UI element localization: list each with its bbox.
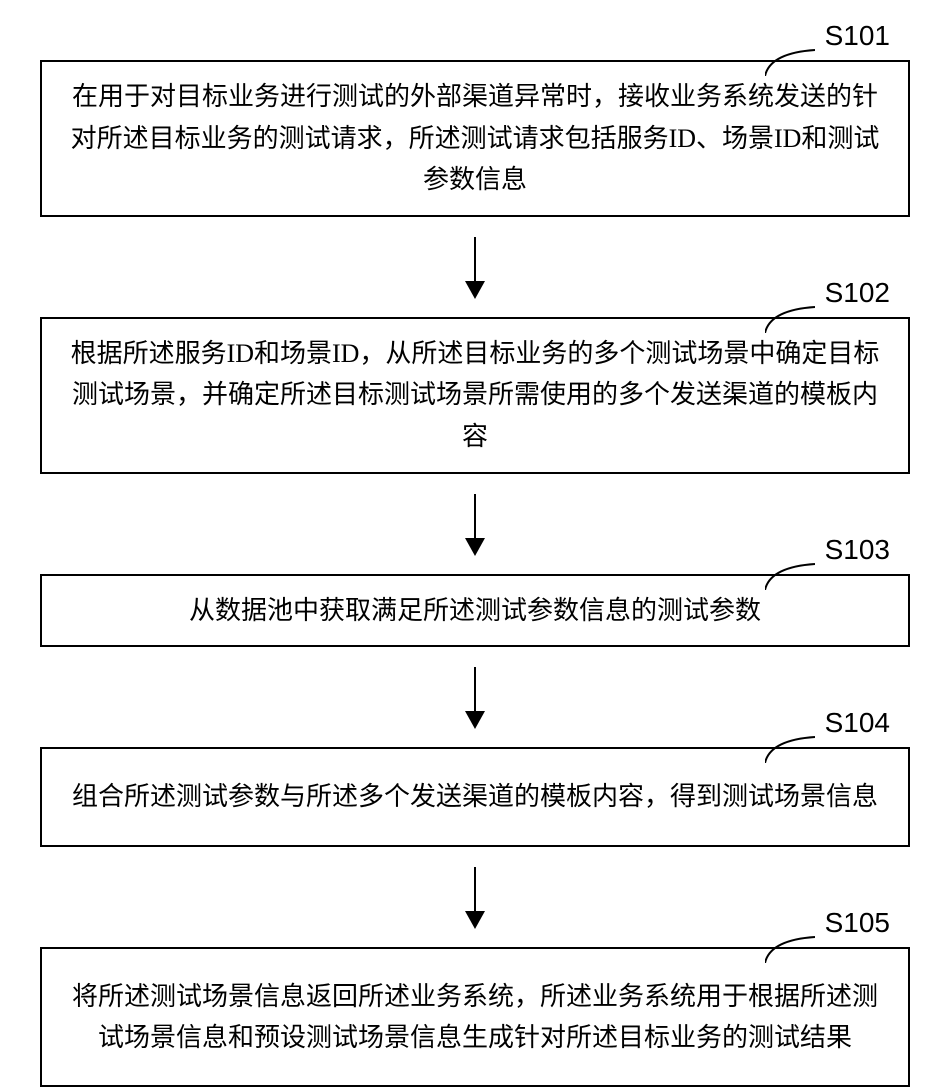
flowchart-container: S101 在用于对目标业务进行测试的外部渠道异常时，接收业务系统发送的针对所述目… xyxy=(40,60,910,1087)
label-connector xyxy=(765,562,815,590)
step-text: 组合所述测试参数与所述多个发送渠道的模板内容，得到测试场景信息 xyxy=(72,776,878,818)
flowchart-step: S103 从数据池中获取满足所述测试参数信息的测试参数 xyxy=(40,574,910,648)
step-box: 根据所述服务ID和场景ID，从所述目标业务的多个测试场景中确定目标测试场景，并确… xyxy=(40,317,910,474)
step-id-label: S104 xyxy=(825,707,890,739)
label-connector xyxy=(765,935,815,963)
arrow-head-icon xyxy=(465,911,485,929)
arrow-line xyxy=(474,667,476,727)
arrow xyxy=(40,217,910,317)
step-text: 根据所述服务ID和场景ID，从所述目标业务的多个测试场景中确定目标测试场景，并确… xyxy=(62,333,888,458)
step-id-label: S101 xyxy=(825,20,890,52)
label-connector xyxy=(765,305,815,333)
step-id-label: S105 xyxy=(825,907,890,939)
step-id-label: S102 xyxy=(825,277,890,309)
arrow-head-icon xyxy=(465,538,485,556)
label-connector xyxy=(765,48,815,76)
arrow-line xyxy=(474,494,476,554)
step-text: 将所述测试场景信息返回所述业务系统，所述业务系统用于根据所述测试场景信息和预设测… xyxy=(62,976,888,1059)
flowchart-step: S105 将所述测试场景信息返回所述业务系统，所述业务系统用于根据所述测试场景信… xyxy=(40,947,910,1087)
arrow xyxy=(40,474,910,574)
arrow-line xyxy=(474,867,476,927)
flowchart-step: S101 在用于对目标业务进行测试的外部渠道异常时，接收业务系统发送的针对所述目… xyxy=(40,60,910,217)
step-id-label: S103 xyxy=(825,534,890,566)
flowchart-step: S102 根据所述服务ID和场景ID，从所述目标业务的多个测试场景中确定目标测试… xyxy=(40,317,910,474)
step-box: 将所述测试场景信息返回所述业务系统，所述业务系统用于根据所述测试场景信息和预设测… xyxy=(40,947,910,1087)
step-text: 在用于对目标业务进行测试的外部渠道异常时，接收业务系统发送的针对所述目标业务的测… xyxy=(62,76,888,201)
arrow-line xyxy=(474,237,476,297)
arrow-head-icon xyxy=(465,281,485,299)
flowchart-step: S104 组合所述测试参数与所述多个发送渠道的模板内容，得到测试场景信息 xyxy=(40,747,910,847)
arrow xyxy=(40,847,910,947)
step-text: 从数据池中获取满足所述测试参数信息的测试参数 xyxy=(189,590,761,632)
label-connector xyxy=(765,735,815,763)
arrow xyxy=(40,647,910,747)
arrow-head-icon xyxy=(465,711,485,729)
step-box: 在用于对目标业务进行测试的外部渠道异常时，接收业务系统发送的针对所述目标业务的测… xyxy=(40,60,910,217)
